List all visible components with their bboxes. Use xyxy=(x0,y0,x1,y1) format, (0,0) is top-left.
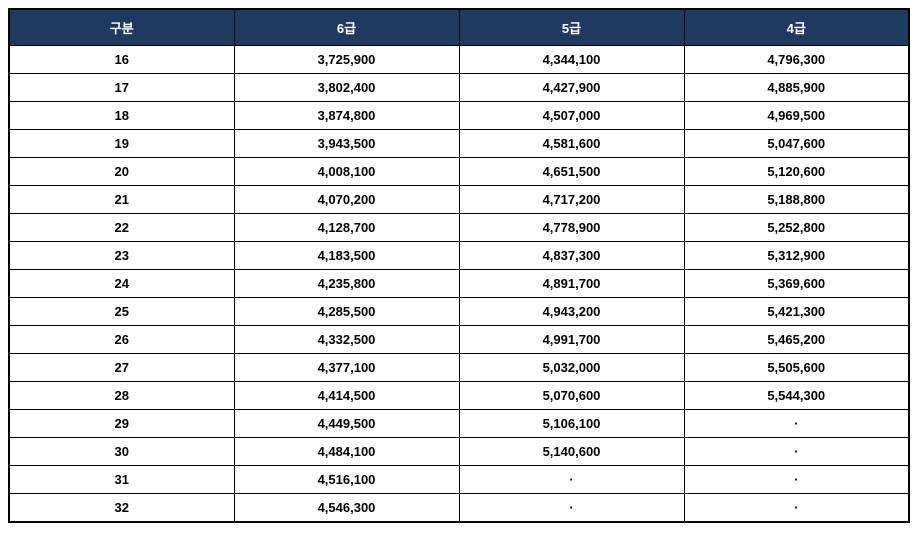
cell-category: 32 xyxy=(9,494,234,523)
cell-category: 23 xyxy=(9,242,234,270)
cell-category: 25 xyxy=(9,298,234,326)
table-row: 19 3,943,500 4,581,600 5,047,600 xyxy=(9,130,909,158)
cell-grade4: 5,120,600 xyxy=(684,158,909,186)
cell-grade5: 4,991,700 xyxy=(459,326,684,354)
cell-category: 21 xyxy=(9,186,234,214)
table-row: 30 4,484,100 5,140,600 · xyxy=(9,438,909,466)
cell-grade4: 5,047,600 xyxy=(684,130,909,158)
table-row: 20 4,008,100 4,651,500 5,120,600 xyxy=(9,158,909,186)
cell-category: 18 xyxy=(9,102,234,130)
cell-grade5: 4,943,200 xyxy=(459,298,684,326)
table-row: 18 3,874,800 4,507,000 4,969,500 xyxy=(9,102,909,130)
cell-category: 28 xyxy=(9,382,234,410)
cell-grade6: 4,414,500 xyxy=(234,382,459,410)
cell-category: 16 xyxy=(9,46,234,74)
cell-grade5: 4,507,000 xyxy=(459,102,684,130)
cell-grade6: 4,516,100 xyxy=(234,466,459,494)
cell-category: 17 xyxy=(9,74,234,102)
cell-grade4: 5,505,600 xyxy=(684,354,909,382)
cell-grade5: 4,778,900 xyxy=(459,214,684,242)
header-grade4: 4급 xyxy=(684,9,909,46)
cell-grade4: 4,885,900 xyxy=(684,74,909,102)
cell-grade6: 3,725,900 xyxy=(234,46,459,74)
table-row: 25 4,285,500 4,943,200 5,421,300 xyxy=(9,298,909,326)
table-row: 23 4,183,500 4,837,300 5,312,900 xyxy=(9,242,909,270)
cell-grade4: · xyxy=(684,466,909,494)
cell-grade4: · xyxy=(684,494,909,523)
table-row: 27 4,377,100 5,032,000 5,505,600 xyxy=(9,354,909,382)
cell-grade6: 4,008,100 xyxy=(234,158,459,186)
cell-grade4: 5,465,200 xyxy=(684,326,909,354)
cell-grade6: 4,183,500 xyxy=(234,242,459,270)
table-header-row: 구분 6급 5급 4급 xyxy=(9,9,909,46)
table-row: 21 4,070,200 4,717,200 5,188,800 xyxy=(9,186,909,214)
cell-grade5: 4,427,900 xyxy=(459,74,684,102)
table-row: 17 3,802,400 4,427,900 4,885,900 xyxy=(9,74,909,102)
table-row: 26 4,332,500 4,991,700 5,465,200 xyxy=(9,326,909,354)
cell-category: 22 xyxy=(9,214,234,242)
cell-category: 27 xyxy=(9,354,234,382)
table-row: 32 4,546,300 · · xyxy=(9,494,909,523)
cell-grade5: 5,106,100 xyxy=(459,410,684,438)
cell-grade4: 4,796,300 xyxy=(684,46,909,74)
table-row: 29 4,449,500 5,106,100 · xyxy=(9,410,909,438)
salary-table-wrapper: 구분 6급 5급 4급 16 3,725,900 4,344,100 4,796… xyxy=(8,8,910,523)
cell-grade4: · xyxy=(684,438,909,466)
cell-grade4: 5,188,800 xyxy=(684,186,909,214)
cell-grade4: · xyxy=(684,410,909,438)
cell-grade6: 4,235,800 xyxy=(234,270,459,298)
cell-grade6: 3,943,500 xyxy=(234,130,459,158)
salary-table: 구분 6급 5급 4급 16 3,725,900 4,344,100 4,796… xyxy=(8,8,910,523)
cell-grade4: 5,421,300 xyxy=(684,298,909,326)
cell-grade4: 5,369,600 xyxy=(684,270,909,298)
cell-grade5: 5,070,600 xyxy=(459,382,684,410)
cell-grade6: 4,070,200 xyxy=(234,186,459,214)
cell-category: 29 xyxy=(9,410,234,438)
cell-grade5: 5,032,000 xyxy=(459,354,684,382)
cell-grade5: 4,717,200 xyxy=(459,186,684,214)
cell-category: 20 xyxy=(9,158,234,186)
cell-category: 19 xyxy=(9,130,234,158)
cell-grade6: 3,874,800 xyxy=(234,102,459,130)
cell-grade6: 4,332,500 xyxy=(234,326,459,354)
table-row: 31 4,516,100 · · xyxy=(9,466,909,494)
cell-grade6: 4,285,500 xyxy=(234,298,459,326)
cell-grade6: 4,546,300 xyxy=(234,494,459,523)
cell-grade5: 4,891,700 xyxy=(459,270,684,298)
cell-grade4: 5,252,800 xyxy=(684,214,909,242)
cell-grade4: 5,544,300 xyxy=(684,382,909,410)
header-grade5: 5급 xyxy=(459,9,684,46)
cell-grade4: 4,969,500 xyxy=(684,102,909,130)
cell-grade5: · xyxy=(459,494,684,523)
table-row: 24 4,235,800 4,891,700 5,369,600 xyxy=(9,270,909,298)
table-row: 16 3,725,900 4,344,100 4,796,300 xyxy=(9,46,909,74)
header-category: 구분 xyxy=(9,9,234,46)
header-grade6: 6급 xyxy=(234,9,459,46)
cell-category: 26 xyxy=(9,326,234,354)
cell-category: 30 xyxy=(9,438,234,466)
cell-grade6: 4,449,500 xyxy=(234,410,459,438)
cell-grade5: 5,140,600 xyxy=(459,438,684,466)
cell-grade5: 4,651,500 xyxy=(459,158,684,186)
cell-grade5: 4,837,300 xyxy=(459,242,684,270)
cell-grade5: 4,581,600 xyxy=(459,130,684,158)
cell-category: 24 xyxy=(9,270,234,298)
cell-grade4: 5,312,900 xyxy=(684,242,909,270)
cell-grade6: 4,377,100 xyxy=(234,354,459,382)
cell-grade5: 4,344,100 xyxy=(459,46,684,74)
cell-grade6: 3,802,400 xyxy=(234,74,459,102)
cell-grade6: 4,484,100 xyxy=(234,438,459,466)
table-body: 16 3,725,900 4,344,100 4,796,300 17 3,80… xyxy=(9,46,909,523)
cell-grade5: · xyxy=(459,466,684,494)
table-row: 28 4,414,500 5,070,600 5,544,300 xyxy=(9,382,909,410)
cell-category: 31 xyxy=(9,466,234,494)
table-row: 22 4,128,700 4,778,900 5,252,800 xyxy=(9,214,909,242)
cell-grade6: 4,128,700 xyxy=(234,214,459,242)
